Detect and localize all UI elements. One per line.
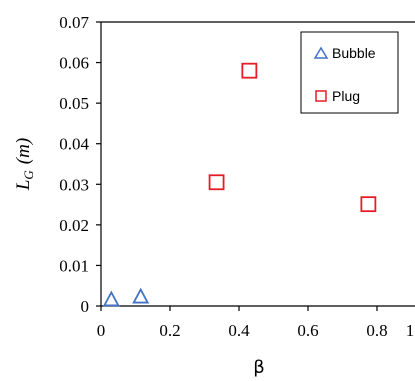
y-tick-label: 0.01 xyxy=(59,256,89,275)
y-tick-label: 0.07 xyxy=(59,13,89,32)
data-points xyxy=(102,62,377,307)
legend-bubble-marker xyxy=(313,46,329,59)
x-tick-label: 1 xyxy=(406,321,415,340)
legend-plug-marker xyxy=(315,90,327,102)
y-tick-label: 0.03 xyxy=(59,175,89,194)
y-axis-title-subscript: G xyxy=(21,170,36,180)
plug-point xyxy=(360,196,377,213)
y-axis-title-main: L xyxy=(13,180,34,192)
y-axis-title: LG (m) xyxy=(13,138,36,191)
plug-point xyxy=(241,62,258,79)
y-tick-label: 0.05 xyxy=(59,94,89,113)
x-tick-label: 0.8 xyxy=(366,321,387,340)
y-tick-label: 0.02 xyxy=(59,216,89,235)
legend-box xyxy=(300,31,399,114)
x-tick-label: 0.2 xyxy=(159,321,180,340)
legend-bubble-label: Bubble xyxy=(332,45,376,61)
y-tick-label: 0.06 xyxy=(59,54,89,73)
bubble-point xyxy=(132,287,150,304)
y-ticks: 0 0.01 0.02 0.03 0.04 0.05 0.06 0.07 xyxy=(59,13,101,316)
legend: Bubble Plug xyxy=(300,31,399,114)
y-axis-title-unit: (m) xyxy=(13,138,34,164)
legend-plug-label: Plug xyxy=(332,88,360,104)
x-axis-title: β xyxy=(253,357,265,378)
x-tick-label: 0.4 xyxy=(228,321,250,340)
y-tick-label: 0.04 xyxy=(59,135,89,154)
x-tick-label: 0.6 xyxy=(297,321,318,340)
x-tick-label: 0 xyxy=(97,321,106,340)
x-ticks: 0 0.2 0.4 0.6 0.8 1 xyxy=(97,306,415,340)
bubble-point xyxy=(102,290,120,307)
plug-point xyxy=(208,174,225,191)
y-tick-label: 0 xyxy=(81,297,90,316)
